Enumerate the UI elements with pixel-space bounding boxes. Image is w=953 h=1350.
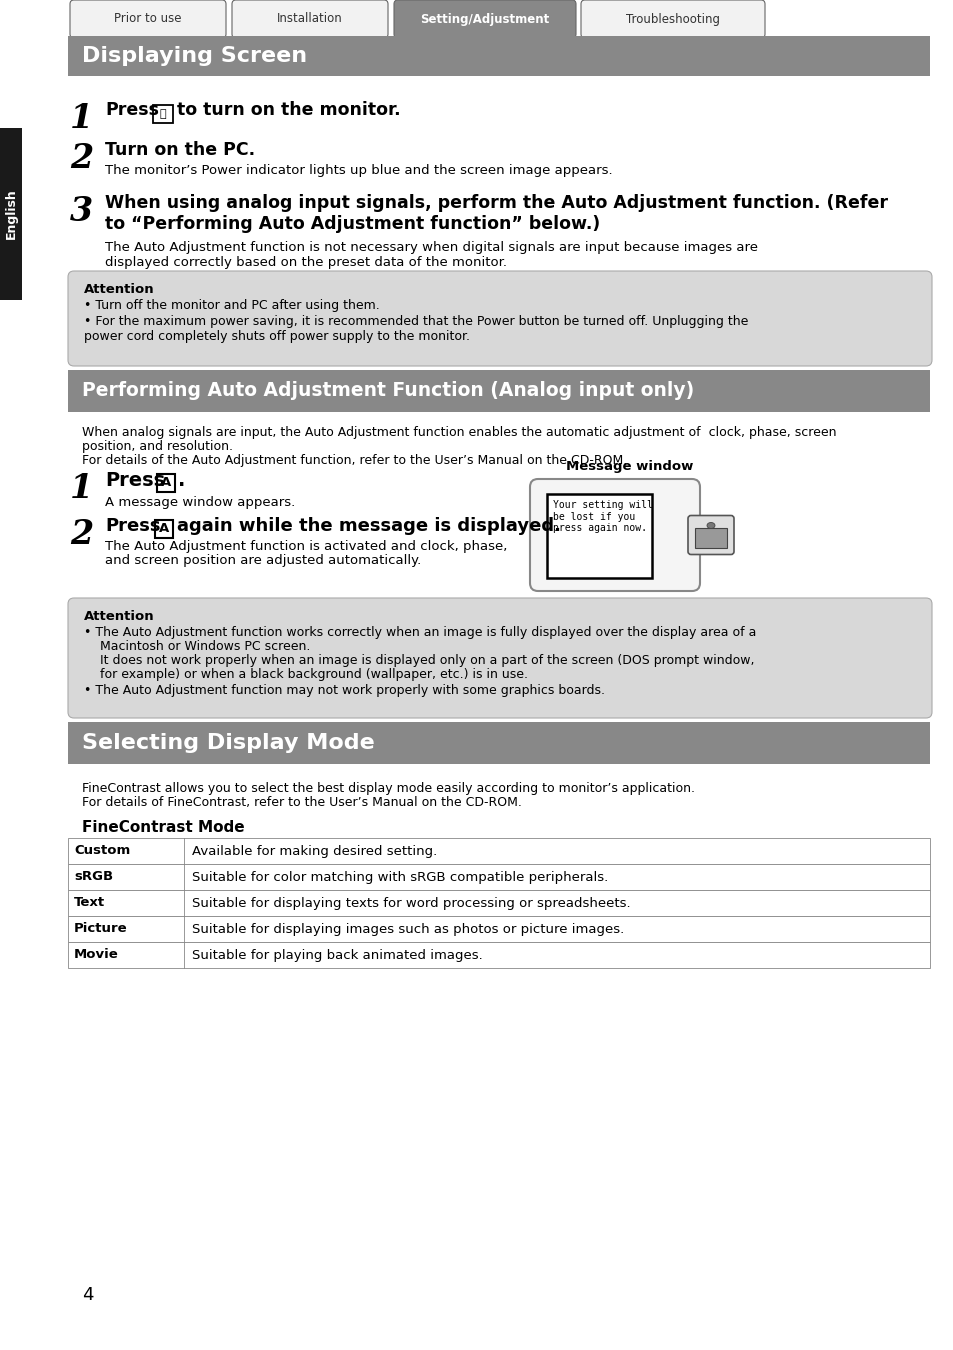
Text: sRGB: sRGB	[74, 871, 113, 883]
Text: Press: Press	[105, 101, 159, 119]
Ellipse shape	[706, 522, 714, 528]
Bar	[68, 370, 929, 412]
Bar	[68, 838, 929, 864]
Text: Text: Text	[74, 896, 105, 910]
Text: Setting/Adjustment: Setting/Adjustment	[420, 12, 549, 26]
Text: Suitable for playing back animated images.: Suitable for playing back animated image…	[192, 949, 482, 961]
Bar	[695, 528, 726, 548]
Text: Attention: Attention	[84, 610, 154, 622]
Text: 3: 3	[70, 194, 93, 228]
Text: A message window appears.: A message window appears.	[105, 495, 294, 509]
Text: A: A	[161, 477, 171, 490]
Text: It does not work properly when an image is displayed only on a part of the scree: It does not work properly when an image …	[100, 653, 754, 667]
Bar	[68, 890, 929, 917]
Text: When using analog input signals, perform the Auto Adjustment function. (Refer
to: When using analog input signals, perform…	[105, 194, 887, 232]
FancyBboxPatch shape	[530, 479, 700, 591]
Text: Message window: Message window	[566, 460, 693, 472]
Text: Suitable for displaying texts for word processing or spreadsheets.: Suitable for displaying texts for word p…	[192, 896, 630, 910]
FancyBboxPatch shape	[70, 0, 226, 38]
Text: The Auto Adjustment function is not necessary when digital signals are input bec: The Auto Adjustment function is not nece…	[105, 242, 758, 269]
Text: Troubleshooting: Troubleshooting	[625, 12, 720, 26]
Text: Performing Auto Adjustment Function (Analog input only): Performing Auto Adjustment Function (Ana…	[82, 382, 694, 401]
Text: 2: 2	[70, 518, 93, 551]
Text: Attention: Attention	[84, 284, 154, 296]
Text: to turn on the monitor.: to turn on the monitor.	[177, 101, 400, 119]
Text: Prior to use: Prior to use	[114, 12, 182, 26]
Text: Macintosh or Windows PC screen.: Macintosh or Windows PC screen.	[100, 640, 310, 653]
Bar	[546, 494, 651, 578]
Text: • The Auto Adjustment function works correctly when an image is fully displayed : • The Auto Adjustment function works cor…	[84, 626, 756, 639]
Text: Custom: Custom	[74, 845, 131, 857]
Text: • For the maximum power saving, it is recommended that the Power button be turne: • For the maximum power saving, it is re…	[84, 315, 747, 343]
Text: English: English	[5, 189, 17, 239]
Text: • Turn off the monitor and PC after using them.: • Turn off the monitor and PC after usin…	[84, 298, 379, 312]
Text: The Auto Adjustment function is activated and clock, phase,: The Auto Adjustment function is activate…	[105, 540, 507, 553]
Bar	[157, 474, 174, 491]
Text: .: .	[178, 471, 185, 490]
Text: Picture: Picture	[74, 922, 128, 936]
FancyBboxPatch shape	[68, 598, 931, 718]
Text: 2: 2	[70, 142, 93, 176]
Bar	[154, 520, 172, 539]
Text: Turn on the PC.: Turn on the PC.	[105, 140, 254, 159]
Text: 4: 4	[82, 1287, 93, 1304]
Text: • The Auto Adjustment function may not work properly with some graphics boards.: • The Auto Adjustment function may not w…	[84, 684, 604, 697]
Bar	[68, 917, 929, 942]
Text: Displaying Screen: Displaying Screen	[82, 46, 307, 66]
FancyBboxPatch shape	[232, 0, 388, 38]
FancyBboxPatch shape	[580, 0, 764, 38]
Text: FineContrast allows you to select the best display mode easily according to moni: FineContrast allows you to select the be…	[82, 782, 695, 795]
Text: Press: Press	[105, 517, 160, 535]
Bar	[0, 128, 22, 300]
Text: again while the message is displayed.: again while the message is displayed.	[177, 517, 560, 535]
Text: When analog signals are input, the Auto Adjustment function enables the automati: When analog signals are input, the Auto …	[82, 427, 836, 439]
FancyBboxPatch shape	[152, 105, 172, 123]
Text: A: A	[159, 522, 169, 536]
Text: Installation: Installation	[276, 12, 342, 26]
Text: Your setting will
be lost if you
press again now.: Your setting will be lost if you press a…	[553, 500, 652, 533]
Text: For details of FineContrast, refer to the User’s Manual on the CD-ROM.: For details of FineContrast, refer to th…	[82, 796, 521, 809]
Text: 1: 1	[70, 472, 93, 505]
Bar	[68, 36, 929, 76]
Text: Available for making desired setting.: Available for making desired setting.	[192, 845, 436, 857]
Text: 1: 1	[70, 103, 93, 135]
Text: Suitable for color matching with sRGB compatible peripherals.: Suitable for color matching with sRGB co…	[192, 871, 608, 883]
Bar	[68, 864, 929, 890]
FancyBboxPatch shape	[394, 0, 576, 38]
Text: position, and resolution.: position, and resolution.	[82, 440, 233, 454]
Text: ⏻: ⏻	[159, 109, 166, 119]
Text: For details of the Auto Adjustment function, refer to the User’s Manual on the C: For details of the Auto Adjustment funct…	[82, 454, 626, 467]
Text: for example) or when a black background (wallpaper, etc.) is in use.: for example) or when a black background …	[100, 668, 527, 680]
Text: The monitor’s Power indicator lights up blue and the screen image appears.: The monitor’s Power indicator lights up …	[105, 163, 612, 177]
Text: Selecting Display Mode: Selecting Display Mode	[82, 733, 375, 753]
FancyBboxPatch shape	[68, 271, 931, 366]
Text: Press: Press	[105, 471, 165, 490]
Bar	[68, 942, 929, 968]
Bar	[68, 722, 929, 764]
FancyBboxPatch shape	[687, 516, 733, 555]
Text: Movie: Movie	[74, 949, 118, 961]
Text: Suitable for displaying images such as photos or picture images.: Suitable for displaying images such as p…	[192, 922, 623, 936]
Text: and screen position are adjusted automatically.: and screen position are adjusted automat…	[105, 554, 421, 567]
Text: FineContrast Mode: FineContrast Mode	[82, 819, 244, 836]
